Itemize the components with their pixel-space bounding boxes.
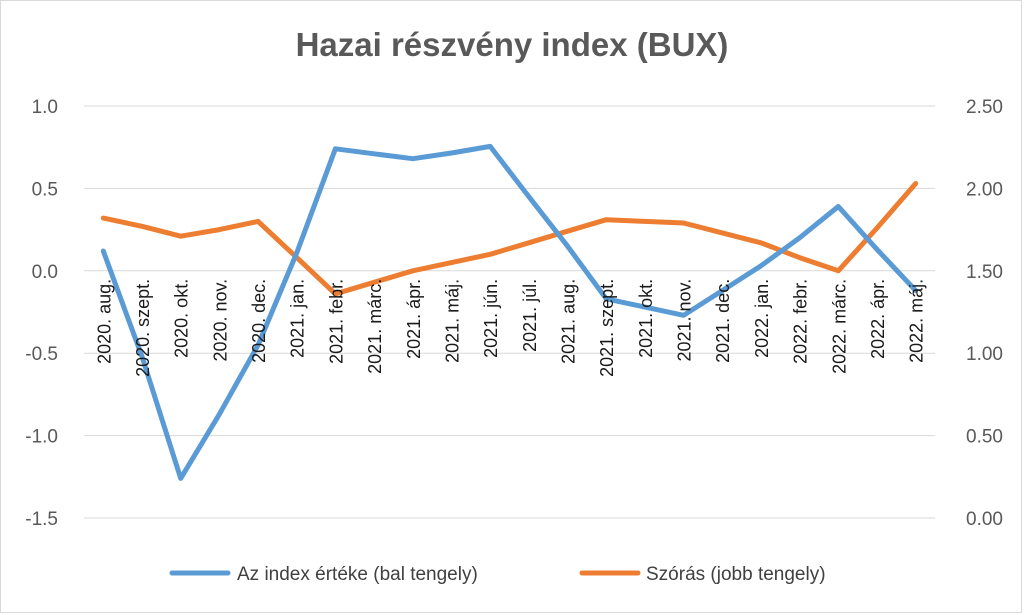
category-label: 2021. júl. [520, 279, 540, 352]
left-tick-label: -0.5 [25, 344, 58, 365]
left-tick-label: -1.5 [25, 509, 58, 530]
category-label: 2021. ápr. [404, 279, 424, 359]
category-label: 2021. máj. [442, 279, 462, 363]
right-tick-label: 0.50 [966, 427, 1003, 448]
right-axis-ticks: 2.50 2.00 1.50 1.00 0.50 0.00 [966, 97, 1003, 530]
legend-label: Szórás (jobb tengely) [646, 564, 826, 585]
category-label: 2021. febr. [326, 279, 346, 364]
series-line-szoras [100, 181, 919, 297]
category-label: 2021. dec. [713, 279, 733, 363]
chart-title: Hazai részvény index (BUX) [295, 26, 729, 63]
left-tick-label: 1.0 [32, 97, 58, 118]
series-line-index [100, 143, 919, 481]
right-tick-label: 2.00 [966, 179, 1003, 200]
category-label: 2021. nov. [675, 279, 695, 362]
legend: Az index értéke (bal tengely) Szórás (job… [169, 564, 826, 585]
category-label: 2020. dec. [249, 279, 269, 363]
category-label: 2022. jan. [752, 279, 772, 358]
category-label: 2020. aug. [94, 279, 114, 364]
left-tick-label: -1.0 [25, 427, 58, 448]
category-label: 2020. szept. [133, 279, 153, 377]
legend-label: Az index értéke (bal tengely) [237, 564, 478, 585]
left-tick-label: 0.0 [32, 262, 58, 283]
category-label: 2022. máj. [907, 279, 927, 363]
left-tick-label: 0.5 [32, 179, 58, 200]
gridlines [84, 105, 935, 519]
left-axis-ticks: 1.0 0.5 0.0 -0.5 -1.0 -1.5 [25, 97, 58, 530]
category-label: 2021. szept. [597, 279, 617, 377]
right-tick-label: 1.50 [966, 262, 1003, 283]
series-lines [100, 143, 919, 481]
category-label: 2021. jún. [481, 279, 501, 358]
category-label: 2020. nov. [210, 279, 230, 362]
category-label: 2020. okt. [172, 279, 192, 358]
category-label: 2022. febr. [791, 279, 811, 364]
category-label: 2021. aug. [559, 279, 579, 364]
right-tick-label: 0.00 [966, 509, 1003, 530]
category-label: 2021. jan. [288, 279, 308, 358]
category-labels: 2020. aug. 2020. szept. 2020. okt. 2020. no… [94, 279, 926, 377]
category-label: 2022. ápr. [868, 279, 888, 359]
category-label: 2021. okt. [636, 279, 656, 358]
category-label: 2021. márc. [365, 279, 385, 374]
category-label: 2022. márc. [829, 279, 849, 374]
right-tick-label: 1.00 [966, 344, 1003, 365]
right-tick-label: 2.50 [966, 97, 1003, 118]
